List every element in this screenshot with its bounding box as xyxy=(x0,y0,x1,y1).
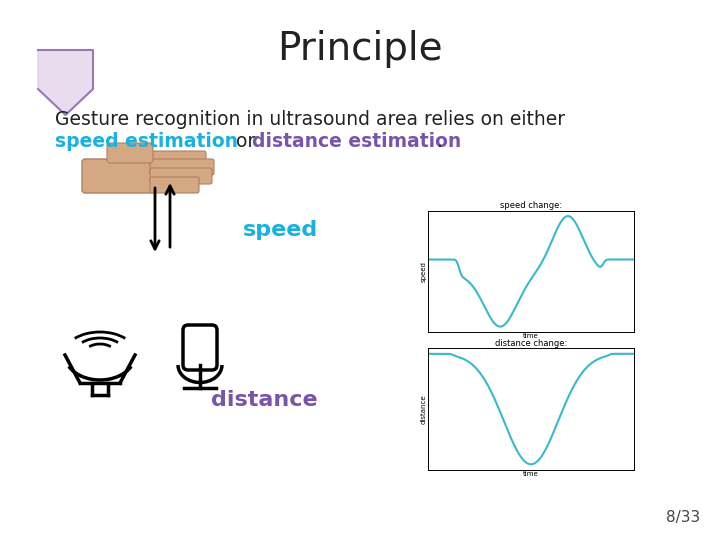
X-axis label: time: time xyxy=(523,334,539,340)
FancyBboxPatch shape xyxy=(150,177,199,193)
Title: distance change:: distance change: xyxy=(495,339,567,348)
FancyBboxPatch shape xyxy=(150,151,206,167)
Text: speed: speed xyxy=(243,220,318,240)
Y-axis label: distance: distance xyxy=(421,394,427,424)
Text: speed estimation: speed estimation xyxy=(55,132,238,151)
FancyBboxPatch shape xyxy=(107,143,153,163)
FancyBboxPatch shape xyxy=(150,168,212,184)
Text: distance estimation: distance estimation xyxy=(252,132,462,151)
FancyBboxPatch shape xyxy=(150,159,214,175)
Polygon shape xyxy=(38,50,93,115)
FancyBboxPatch shape xyxy=(82,159,158,193)
Text: Principle: Principle xyxy=(277,30,443,68)
Title: speed change:: speed change: xyxy=(500,201,562,210)
Text: or: or xyxy=(230,132,261,151)
Text: .: . xyxy=(437,132,443,151)
Y-axis label: speed: speed xyxy=(421,261,427,282)
X-axis label: time: time xyxy=(523,471,539,477)
Text: distance: distance xyxy=(212,390,318,410)
Text: Gesture recognition in ultrasound area relies on either: Gesture recognition in ultrasound area r… xyxy=(55,110,565,129)
Text: 8/33: 8/33 xyxy=(666,510,700,525)
